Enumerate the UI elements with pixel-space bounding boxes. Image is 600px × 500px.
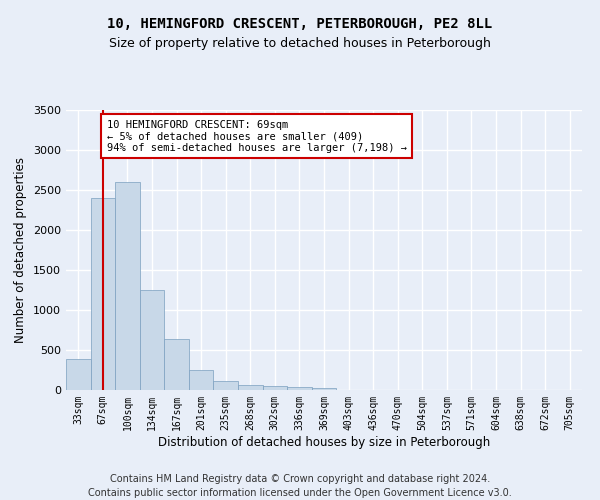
Bar (312, 388, 336, 390)
Bar (91, 198, 115, 390)
Bar (115, 182, 140, 390)
Bar (287, 387, 312, 390)
Bar (238, 385, 263, 390)
Text: 10 HEMINGFORD CRESCENT: 69sqm
← 5% of detached houses are smaller (409)
94% of s: 10 HEMINGFORD CRESCENT: 69sqm ← 5% of de… (107, 120, 407, 153)
Bar (140, 290, 164, 390)
Text: Contains HM Land Registry data © Crown copyright and database right 2024.
Contai: Contains HM Land Registry data © Crown c… (88, 474, 512, 498)
Bar (66, 359, 91, 390)
X-axis label: Distribution of detached houses by size in Peterborough: Distribution of detached houses by size … (158, 436, 490, 448)
Bar (214, 381, 238, 390)
Text: 10, HEMINGFORD CRESCENT, PETERBOROUGH, PE2 8LL: 10, HEMINGFORD CRESCENT, PETERBOROUGH, P… (107, 18, 493, 32)
Bar (189, 370, 214, 390)
Bar (263, 386, 287, 390)
Text: Size of property relative to detached houses in Peterborough: Size of property relative to detached ho… (109, 38, 491, 51)
Y-axis label: Number of detached properties: Number of detached properties (14, 157, 28, 343)
Bar (164, 339, 189, 390)
